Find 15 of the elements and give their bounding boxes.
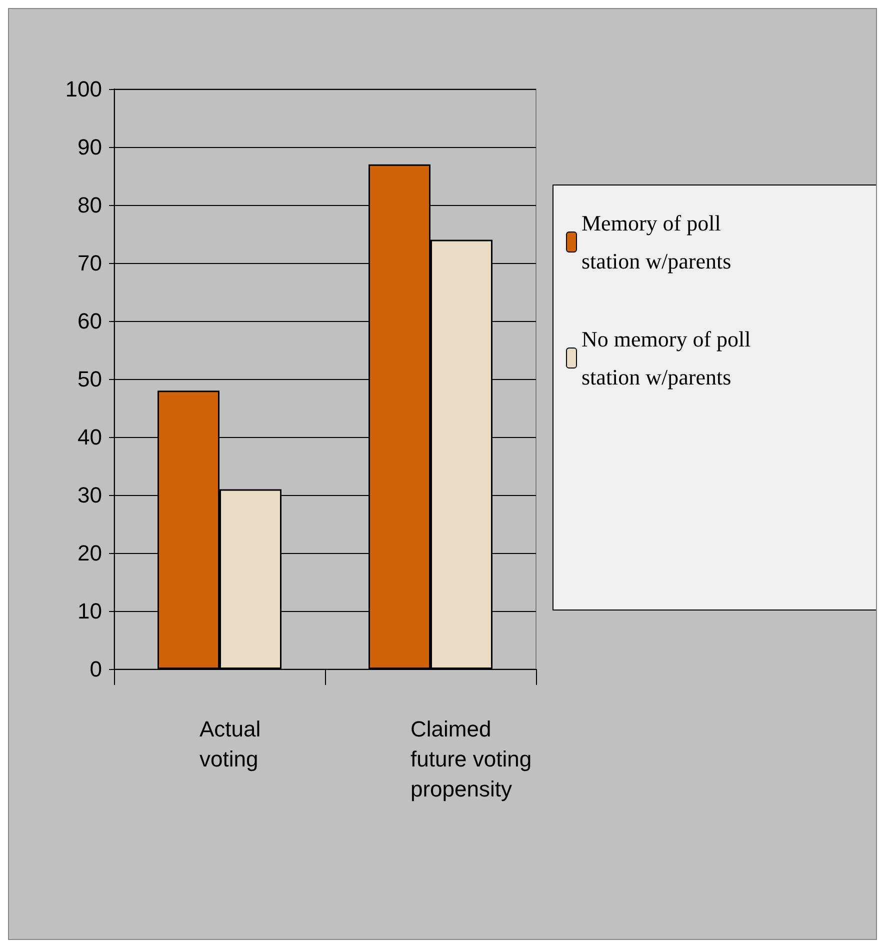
- y-tick-label: 10: [78, 598, 102, 624]
- y-tick-label: 80: [78, 192, 102, 218]
- y-tick-label: 20: [78, 540, 102, 566]
- y-tick-label: 50: [78, 366, 102, 392]
- x-tick-label: Claimed future voting propensity: [410, 716, 532, 802]
- y-tick-label: 70: [78, 250, 102, 276]
- y-tick-label: 30: [78, 482, 102, 508]
- legend-label: No memory of poll station w/parents: [582, 326, 751, 390]
- y-tick-label: 0: [90, 656, 102, 682]
- y-tick-label: 100: [65, 76, 102, 102]
- y-tick-label: 60: [78, 308, 102, 334]
- x-tick-label: Actual voting: [200, 716, 261, 772]
- y-tick-label: 90: [78, 134, 102, 160]
- legend-label: Memory of poll station w/parents: [582, 210, 732, 274]
- y-tick-label: 40: [78, 424, 102, 450]
